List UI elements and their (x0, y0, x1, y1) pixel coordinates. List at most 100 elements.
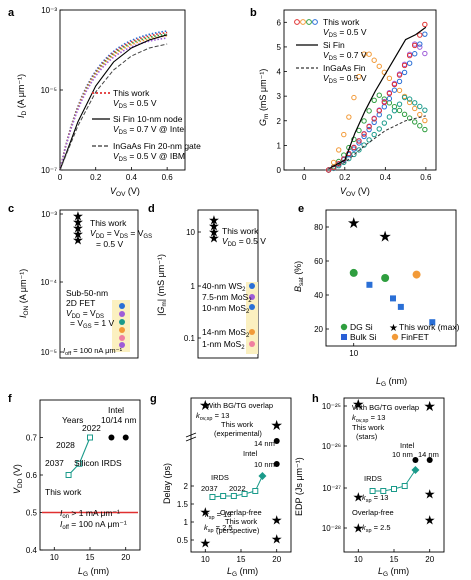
b-xtick-label: 0.2 (339, 173, 351, 182)
e-ytick-label: 80 (314, 223, 323, 232)
b-this-work-point (412, 119, 418, 125)
legend-e-dg-si: DG Si (350, 322, 373, 332)
panel-b-curves (325, 21, 428, 173)
panel-b-ylabel: Gm (mS μm⁻¹) (258, 69, 270, 126)
b-this-work-point (412, 42, 418, 49)
panel-b-axes (283, 9, 437, 171)
legend-b-circles (294, 19, 318, 25)
b-this-work-point (396, 107, 403, 114)
legend-a-3-l2: VDS = 0.5 V @ IBM (113, 151, 185, 163)
panel-a-ticks: 0 0.2 0.4 0.6 10⁻⁷ 10⁻⁵ 10⁻³ (41, 6, 174, 182)
panel-c-other-l3: VDD = VDS (66, 308, 104, 320)
b-this-work-point (391, 81, 398, 88)
panel-g-overlap-free-2: This work (225, 517, 257, 526)
f-intel-point (108, 434, 115, 441)
panel-c-other-l4: = VGS = 1 V (70, 318, 114, 330)
panel-e-ticks: 20 40 60 80 10 (314, 223, 359, 358)
e-ytick-label: 60 (314, 257, 323, 266)
panel-g-kov: kov,sp = 13 (196, 411, 229, 422)
b-this-work-point (386, 114, 393, 120)
panel-c: c 10⁻⁵10⁻⁴10⁻³ ★★★★★ ION (A μm⁻¹) This w… (8, 203, 152, 359)
g-irds-point (252, 488, 259, 494)
panel-c-ioff-note: Ioff = 100 nA μm⁻¹ (63, 346, 123, 357)
d-ytick-label: 0.1 (184, 334, 196, 343)
e-this-work-point: ★ (378, 229, 391, 246)
e-ytick-label: 20 (314, 325, 323, 334)
c-2dfet-point (119, 319, 125, 325)
g-irds-diamond (258, 472, 267, 480)
b-this-work-point (351, 144, 357, 151)
b-this-work-point (406, 60, 413, 66)
g-ksp25-star: ★ (199, 536, 211, 551)
panel-d-label-4: 1-nm MoS2 (202, 339, 245, 351)
panel-a: a 0 0.2 0.4 0.6 10⁻⁷ 10⁻⁵ 10⁻³ VOV (V) ID (A μ… (8, 6, 201, 198)
b-this-work-point (376, 108, 382, 114)
b-this-work-point (381, 96, 388, 102)
panel-a-ylabel: ID (A μm⁻¹) (16, 74, 28, 118)
panel-g-irds: IRDS (211, 473, 229, 482)
b-legend-circle (306, 19, 312, 25)
panel-f-intel: Intel (108, 405, 124, 415)
h-overlap-star-10: ★ (352, 396, 365, 412)
panel-g-this-work-exp-1: This work (221, 420, 253, 429)
panel-h-xlabel: LG (nm) (378, 566, 409, 578)
c-ytick-label: 10⁻³ (41, 210, 57, 219)
b-xtick-label: 0.4 (380, 173, 392, 182)
b-this-work-point (386, 90, 393, 97)
b-this-work-point (351, 151, 357, 158)
h-ytick-label: 10⁻²⁸ (322, 524, 341, 533)
b-this-work-point (401, 111, 408, 117)
b-xtick-label: 0 (302, 173, 307, 182)
c-ytick-label: 10⁻⁵ (41, 348, 57, 357)
e-dg-si-point (381, 274, 390, 282)
panel-f-2022: 2022 (82, 423, 101, 433)
b-legend-circle (294, 19, 300, 25)
b-ytick-label: 6 (277, 18, 282, 27)
panel-h-bgtg: With BG/TG overlap (352, 403, 419, 412)
f-ytick-label: 0.7 (26, 434, 38, 443)
f-xtick-label: 10 (50, 553, 59, 562)
g-ksp13-star-20: ★ (271, 513, 283, 528)
g-ytick-label: 1 (184, 518, 189, 527)
panel-c-this-work-l3: = 0.5 V (96, 239, 124, 249)
c-this-work-star: ★ (72, 227, 84, 242)
d-this-work-star: ★ (208, 219, 220, 234)
panel-g-2022: 2022 (229, 484, 246, 493)
a-xtick-label: 0.2 (90, 173, 102, 182)
b-this-work-point (417, 111, 423, 118)
b-this-work-point (386, 95, 393, 102)
c-ytick-label: 10⁻⁴ (40, 278, 57, 287)
b-this-work-point (396, 101, 403, 107)
a-this-work-curve (59, 37, 168, 171)
panel-label-e: e (298, 203, 304, 215)
legend-b-3-l1: InGaAs Fin (323, 63, 366, 73)
b-this-work-point (366, 137, 372, 143)
panel-f: f 10 15 20 0.4 0.5 0.6 0.7 LG (nm) VDD (V) Yea… (8, 393, 141, 578)
legend-b-1-l2: VDS = 0.5 V (323, 27, 367, 39)
b-this-work-point (422, 21, 428, 28)
b-this-work-point (401, 62, 408, 69)
panel-d-label-0: 40-nm WS2 (202, 281, 246, 293)
b-this-work-point (330, 159, 337, 166)
b-this-work-point (356, 73, 362, 80)
panel-d-ticks: 0.1 1 10 (184, 228, 201, 343)
b-this-work-point (356, 140, 362, 146)
panel-h-irds: IRDS (364, 474, 382, 483)
b-this-work-point (376, 92, 382, 98)
d-this-work-star: ★ (208, 213, 220, 228)
a-ytick-label: 10⁻⁷ (41, 166, 57, 175)
g-intel-10nm (273, 461, 280, 467)
b-this-work-point (361, 118, 367, 124)
panel-d-label-1: 7.5-nm MoS2 (202, 292, 252, 304)
g-irds-point (209, 494, 216, 500)
panel-label-b: b (250, 7, 257, 19)
b-this-work-point (422, 126, 428, 133)
d-this-work-star: ★ (208, 225, 220, 240)
b-this-work-point (422, 117, 428, 124)
a-ytick-label: 10⁻³ (41, 6, 57, 15)
panel-c-ylabel: ION (A μm⁻¹) (18, 269, 30, 318)
panel-d-this-work-l1: This work (222, 226, 259, 236)
b-this-work-point (406, 96, 413, 102)
legend-a-1-l2: VDS = 0.5 V (113, 98, 157, 110)
